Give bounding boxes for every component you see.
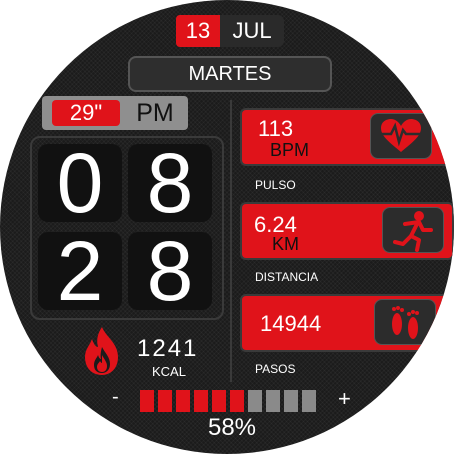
battery-minus: - bbox=[112, 386, 119, 408]
hour-units-digit: 8 bbox=[146, 136, 194, 230]
steps-card[interactable]: 14944 bbox=[240, 294, 454, 352]
distance-value: 6.24 bbox=[254, 212, 297, 237]
seconds-value: 29" bbox=[52, 100, 120, 126]
battery-segment bbox=[248, 390, 262, 412]
steps-label: PASOS bbox=[255, 362, 296, 376]
runner-icon bbox=[382, 207, 444, 253]
distance-card[interactable]: 6.24 KM bbox=[240, 202, 454, 260]
heart-rate-value: 113 bbox=[258, 116, 294, 141]
battery-segment bbox=[212, 390, 226, 412]
divider bbox=[230, 100, 232, 382]
battery-segment bbox=[302, 390, 316, 412]
heart-rate-unit: BPM bbox=[270, 140, 310, 160]
date-month: JUL bbox=[220, 15, 284, 47]
battery-segment bbox=[194, 390, 208, 412]
battery-segment bbox=[158, 390, 172, 412]
minute-tens-tile bbox=[38, 232, 122, 310]
hour-tens-digit: 0 bbox=[56, 136, 104, 230]
distance-label: DISTANCIA bbox=[255, 270, 319, 284]
battery-segment bbox=[140, 390, 154, 412]
battery-segment bbox=[176, 390, 190, 412]
heart-rate-label: PULSO bbox=[255, 178, 296, 192]
clock-frame bbox=[30, 136, 224, 320]
heart-rate-card[interactable]: 113 BPM bbox=[240, 108, 454, 166]
battery-segment bbox=[266, 390, 280, 412]
calories-value: 1241 bbox=[137, 335, 199, 362]
battery-segment bbox=[230, 390, 244, 412]
date-day: 13 bbox=[176, 15, 220, 47]
hour-units-tile bbox=[128, 144, 212, 222]
battery-plus: + bbox=[338, 386, 351, 411]
steps-value: 14944 bbox=[260, 311, 322, 336]
distance-unit: KM bbox=[272, 234, 299, 254]
battery-percent: 58% bbox=[207, 414, 257, 441]
weekday: MARTES bbox=[128, 56, 332, 92]
minute-units-digit: 8 bbox=[146, 224, 194, 318]
ampm-indicator: PM bbox=[136, 98, 174, 127]
minute-units-tile bbox=[128, 232, 212, 310]
minute-tens-digit: 2 bbox=[56, 224, 104, 318]
heart-rate-icon bbox=[370, 113, 432, 159]
calories-unit: KCAL bbox=[152, 364, 186, 379]
footprints-icon bbox=[374, 299, 436, 345]
flame-icon bbox=[80, 325, 124, 377]
hour-tens-tile bbox=[38, 144, 122, 222]
battery-segment bbox=[284, 390, 298, 412]
